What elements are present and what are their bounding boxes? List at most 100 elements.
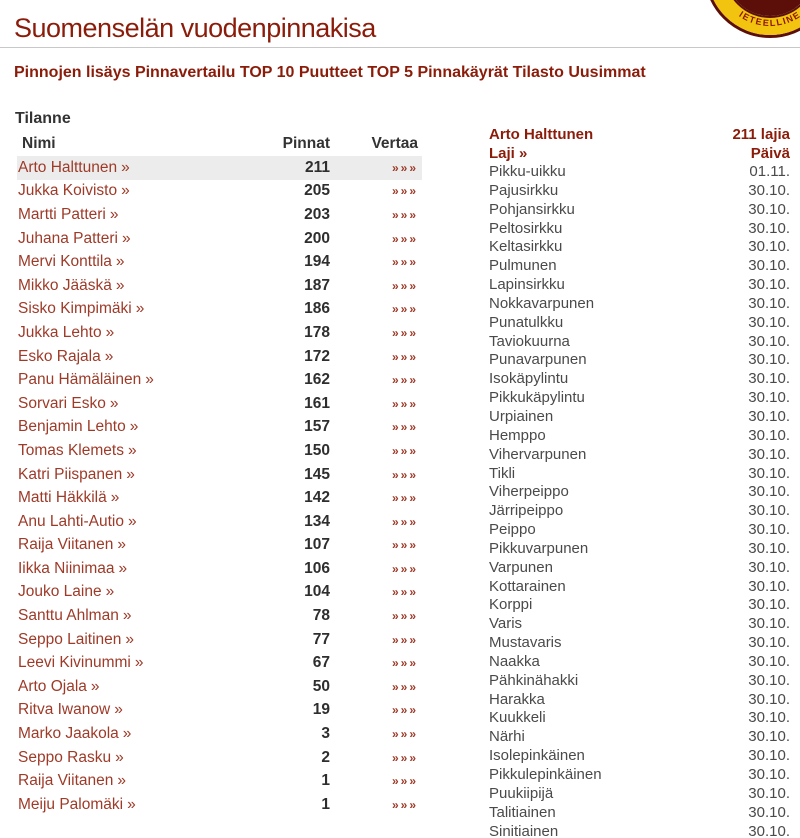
person-link-arrow[interactable]: » (145, 371, 154, 389)
person-link-arrow[interactable]: » (125, 630, 135, 648)
person-link[interactable]: Seppo Laitinen (18, 630, 122, 648)
person-link-arrow[interactable]: » (134, 654, 144, 672)
person-link[interactable]: Jukka Koivisto (18, 182, 118, 200)
person-link-arrow[interactable]: » (118, 559, 128, 577)
person-link-arrow[interactable]: » (121, 182, 130, 200)
person-link-arrow[interactable]: » (121, 229, 131, 247)
compare-link[interactable]: »»» (391, 184, 418, 199)
person-link[interactable]: Seppo Rasku (18, 748, 112, 766)
person-link[interactable]: Panu Hämäläinen (18, 371, 142, 389)
compare-link[interactable]: »»» (391, 609, 418, 624)
compare-link[interactable]: »»» (391, 373, 418, 388)
person-link[interactable]: Ritva Iwanow (18, 701, 111, 719)
compare-link[interactable]: »»» (391, 797, 418, 812)
person-link-arrow[interactable]: » (90, 677, 100, 695)
points-cell: 142 (304, 489, 330, 507)
person-link-arrow[interactable]: » (135, 300, 145, 318)
person-link-arrow[interactable]: » (115, 276, 125, 294)
nav-link[interactable]: Tilasto (512, 64, 564, 81)
person-link[interactable]: Arto Halttunen (18, 158, 118, 176)
person-link[interactable]: Anu Lahti-Autio (18, 512, 124, 530)
compare-link[interactable]: »»» (391, 703, 418, 718)
person-link[interactable]: Arto Ojala (18, 677, 87, 695)
person-link[interactable]: Jouko Laine (18, 583, 102, 601)
person-link-arrow[interactable]: » (127, 795, 136, 813)
person-link-arrow[interactable]: » (128, 512, 137, 530)
person-link[interactable]: Leevi Kivinummi (18, 654, 131, 672)
compare-link[interactable]: »»» (391, 302, 418, 317)
nav-link[interactable]: Puutteet TOP 5 (298, 64, 413, 81)
person-name-cell: Mervi Konttila» (17, 253, 258, 271)
person-link-arrow[interactable]: » (109, 205, 119, 223)
compare-link[interactable]: »»» (391, 632, 418, 647)
points-cell: 211 (304, 158, 330, 176)
person-link-arrow[interactable]: » (105, 583, 115, 601)
nav-link[interactable]: Pinnakäyrät (417, 64, 509, 81)
person-link-arrow[interactable]: » (115, 253, 125, 271)
compare-link[interactable]: »»» (391, 325, 418, 340)
person-link[interactable]: Martti Patteri (18, 205, 106, 223)
person-link[interactable]: Iikka Niinimaa (18, 559, 115, 577)
compare-link[interactable]: »»» (391, 679, 418, 694)
person-link[interactable]: Raija Viitanen (18, 536, 114, 554)
compare-link[interactable]: »»» (391, 420, 418, 435)
person-link-arrow[interactable]: » (129, 418, 139, 436)
compare-link[interactable]: »»» (391, 774, 418, 789)
person-link[interactable]: Juhana Patteri (18, 229, 118, 247)
person-link[interactable]: Mikko Jääskä (18, 276, 112, 294)
person-link-arrow[interactable]: » (114, 701, 123, 719)
person-link-arrow[interactable]: » (117, 536, 126, 554)
compare-link[interactable]: »»» (391, 278, 418, 293)
compare-link[interactable]: »»» (391, 538, 418, 553)
person-link[interactable]: Esko Rajala (18, 347, 101, 365)
person-link[interactable]: Sisko Kimpimäki (18, 300, 132, 318)
species-name: Taviokuurna (489, 332, 570, 350)
compare-link[interactable]: »»» (391, 443, 418, 458)
compare-link[interactable]: »»» (391, 255, 418, 270)
nav-link[interactable]: Uusimmat (568, 64, 646, 81)
compare-link[interactable]: »»» (391, 750, 418, 765)
person-link[interactable]: Benjamin Lehto (18, 418, 126, 436)
person-link[interactable]: Raija Viitanen (18, 772, 114, 790)
person-link-arrow[interactable]: » (121, 158, 130, 176)
person-link[interactable]: Santtu Ahlman (18, 607, 119, 625)
person-link[interactable]: Matti Häkkilä (18, 489, 107, 507)
person-link[interactable]: Marko Jaakola (18, 725, 119, 743)
person-name-cell: Raija Viitanen» (17, 772, 258, 790)
person-link-arrow[interactable]: » (127, 441, 137, 459)
person-link-arrow[interactable]: » (105, 323, 115, 341)
person-link-arrow[interactable]: » (122, 725, 132, 743)
compare-link[interactable]: »»» (391, 467, 418, 482)
compare-link[interactable]: »»» (391, 561, 418, 576)
nav-link[interactable]: Pinnavertailu TOP 10 (134, 64, 295, 81)
species-name: Pähkinähakki (489, 671, 579, 689)
compare-link[interactable]: »»» (391, 491, 418, 506)
person-link[interactable]: Jukka Lehto (18, 323, 102, 341)
compare-link[interactable]: »»» (391, 585, 418, 600)
person-link-arrow[interactable]: » (115, 748, 124, 766)
table-row: Sorvari Esko» 161 »»» (17, 392, 422, 416)
person-link-arrow[interactable]: » (126, 465, 135, 483)
person-link-arrow[interactable]: » (110, 489, 120, 507)
compare-link[interactable]: »»» (391, 160, 418, 175)
person-link-arrow[interactable]: » (104, 347, 114, 365)
person-link[interactable]: Mervi Konttila (18, 253, 112, 271)
person-link-arrow[interactable]: » (122, 607, 132, 625)
compare-link[interactable]: »»» (391, 231, 418, 246)
compare-link[interactable]: »»» (391, 727, 418, 742)
compare-link[interactable]: »»» (391, 396, 418, 411)
person-link[interactable]: Meiju Palomäki (18, 795, 124, 813)
compare-link[interactable]: »»» (391, 349, 418, 364)
table-row: Esko Rajala» 172 »»» (17, 345, 422, 369)
compare-link[interactable]: »»» (391, 656, 418, 671)
species-column-link[interactable]: Laji » (489, 145, 528, 162)
species-date: 30.10. (748, 370, 790, 388)
compare-link[interactable]: »»» (391, 514, 418, 529)
person-link[interactable]: Katri Piispanen (18, 465, 123, 483)
person-link[interactable]: Sorvari Esko (18, 394, 106, 412)
compare-link[interactable]: »»» (391, 207, 418, 222)
person-link-arrow[interactable]: » (109, 394, 119, 412)
nav-link[interactable]: Pinnojen lisäys (14, 64, 131, 81)
person-link[interactable]: Tomas Klemets (18, 441, 124, 459)
person-link-arrow[interactable]: » (117, 772, 126, 790)
